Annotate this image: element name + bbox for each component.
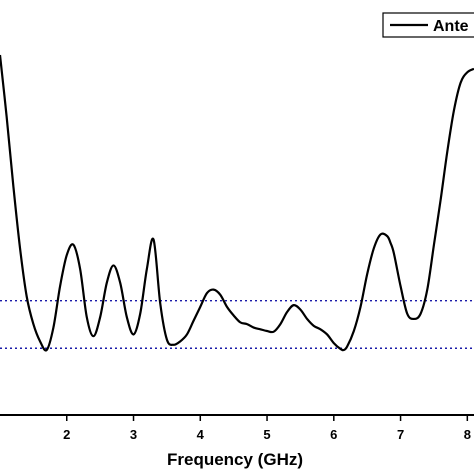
x-tick-label: 2 — [63, 427, 70, 442]
x-tick-label: 8 — [464, 427, 471, 442]
legend-label-ante: Ante — [433, 18, 469, 35]
x-tick-label: 4 — [197, 427, 205, 442]
x-tick-label: 7 — [397, 427, 404, 442]
series-line-ante — [0, 54, 474, 352]
reference-lines — [0, 299, 474, 349]
x-tick-label: 3 — [130, 427, 137, 442]
x-tick-label: 5 — [263, 427, 270, 442]
legend: Ante — [382, 12, 474, 38]
x-axis-label: Frequency (GHz) — [166, 450, 304, 469]
x-tick-label: 6 — [330, 427, 337, 442]
x-ticks: 2 3 4 5 6 7 8 — [63, 415, 471, 442]
